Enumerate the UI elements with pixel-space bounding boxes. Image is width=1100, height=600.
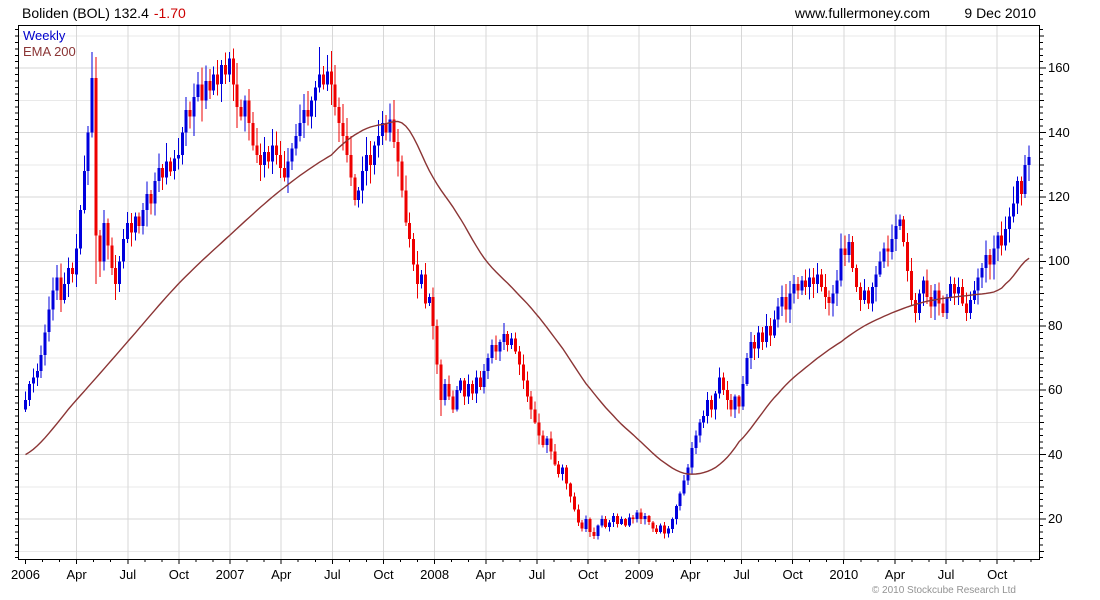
x-axis-label: Apr	[680, 567, 701, 582]
x-axis-label: Apr	[884, 567, 906, 582]
price-change: -1.70	[153, 5, 186, 21]
x-axis-label: Apr	[66, 567, 87, 582]
legend-timeframe: Weekly	[23, 28, 66, 43]
y-axis-label: 160	[1048, 60, 1070, 76]
y-axis-label: 120	[1048, 188, 1070, 204]
y-axis-label: 60	[1048, 382, 1063, 398]
x-axis-label: Oct	[782, 567, 803, 582]
x-axis-label: 2009	[624, 567, 654, 582]
legend-ema-200: EMA 200	[23, 44, 76, 59]
chart-date: 9 Dec 2010	[964, 5, 1036, 21]
x-axis-label: 2007	[215, 567, 245, 582]
y-axis-label: 40	[1048, 446, 1063, 462]
instrument-quote: Boliden (BOL) 132.4	[22, 5, 149, 21]
x-axis-label: Apr	[271, 567, 292, 582]
x-axis-label: Apr	[475, 567, 496, 582]
x-axis-label: Oct	[168, 567, 190, 582]
x-axis-label: Jul	[733, 567, 750, 582]
y-axis-label: 140	[1048, 124, 1070, 140]
x-axis-label: Oct	[577, 567, 599, 582]
x-axis-label: Oct	[987, 567, 1008, 582]
ema-200-line	[25, 120, 1030, 475]
y-axis-label: 80	[1048, 317, 1063, 333]
x-axis-label: 2008	[420, 567, 450, 582]
copyright-notice: © 2010 Stockcube Research Ltd	[871, 585, 1016, 596]
chart-title: Boliden (BOL) 132.4 -1.70	[22, 5, 186, 21]
website-text[interactable]: www.fullermoney.com	[794, 5, 930, 21]
y-axis-label: 20	[1048, 511, 1063, 527]
x-axis-label: 2006	[11, 567, 40, 582]
x-axis-label: 2010	[829, 567, 859, 582]
x-axis-label: Jul	[324, 567, 341, 582]
x-axis-label: Jul	[119, 567, 137, 582]
x-axis-label: Jul	[528, 567, 546, 582]
x-axis-label: Oct	[373, 567, 394, 582]
y-axis-label: 100	[1048, 253, 1070, 269]
x-axis-label: Jul	[937, 567, 955, 582]
